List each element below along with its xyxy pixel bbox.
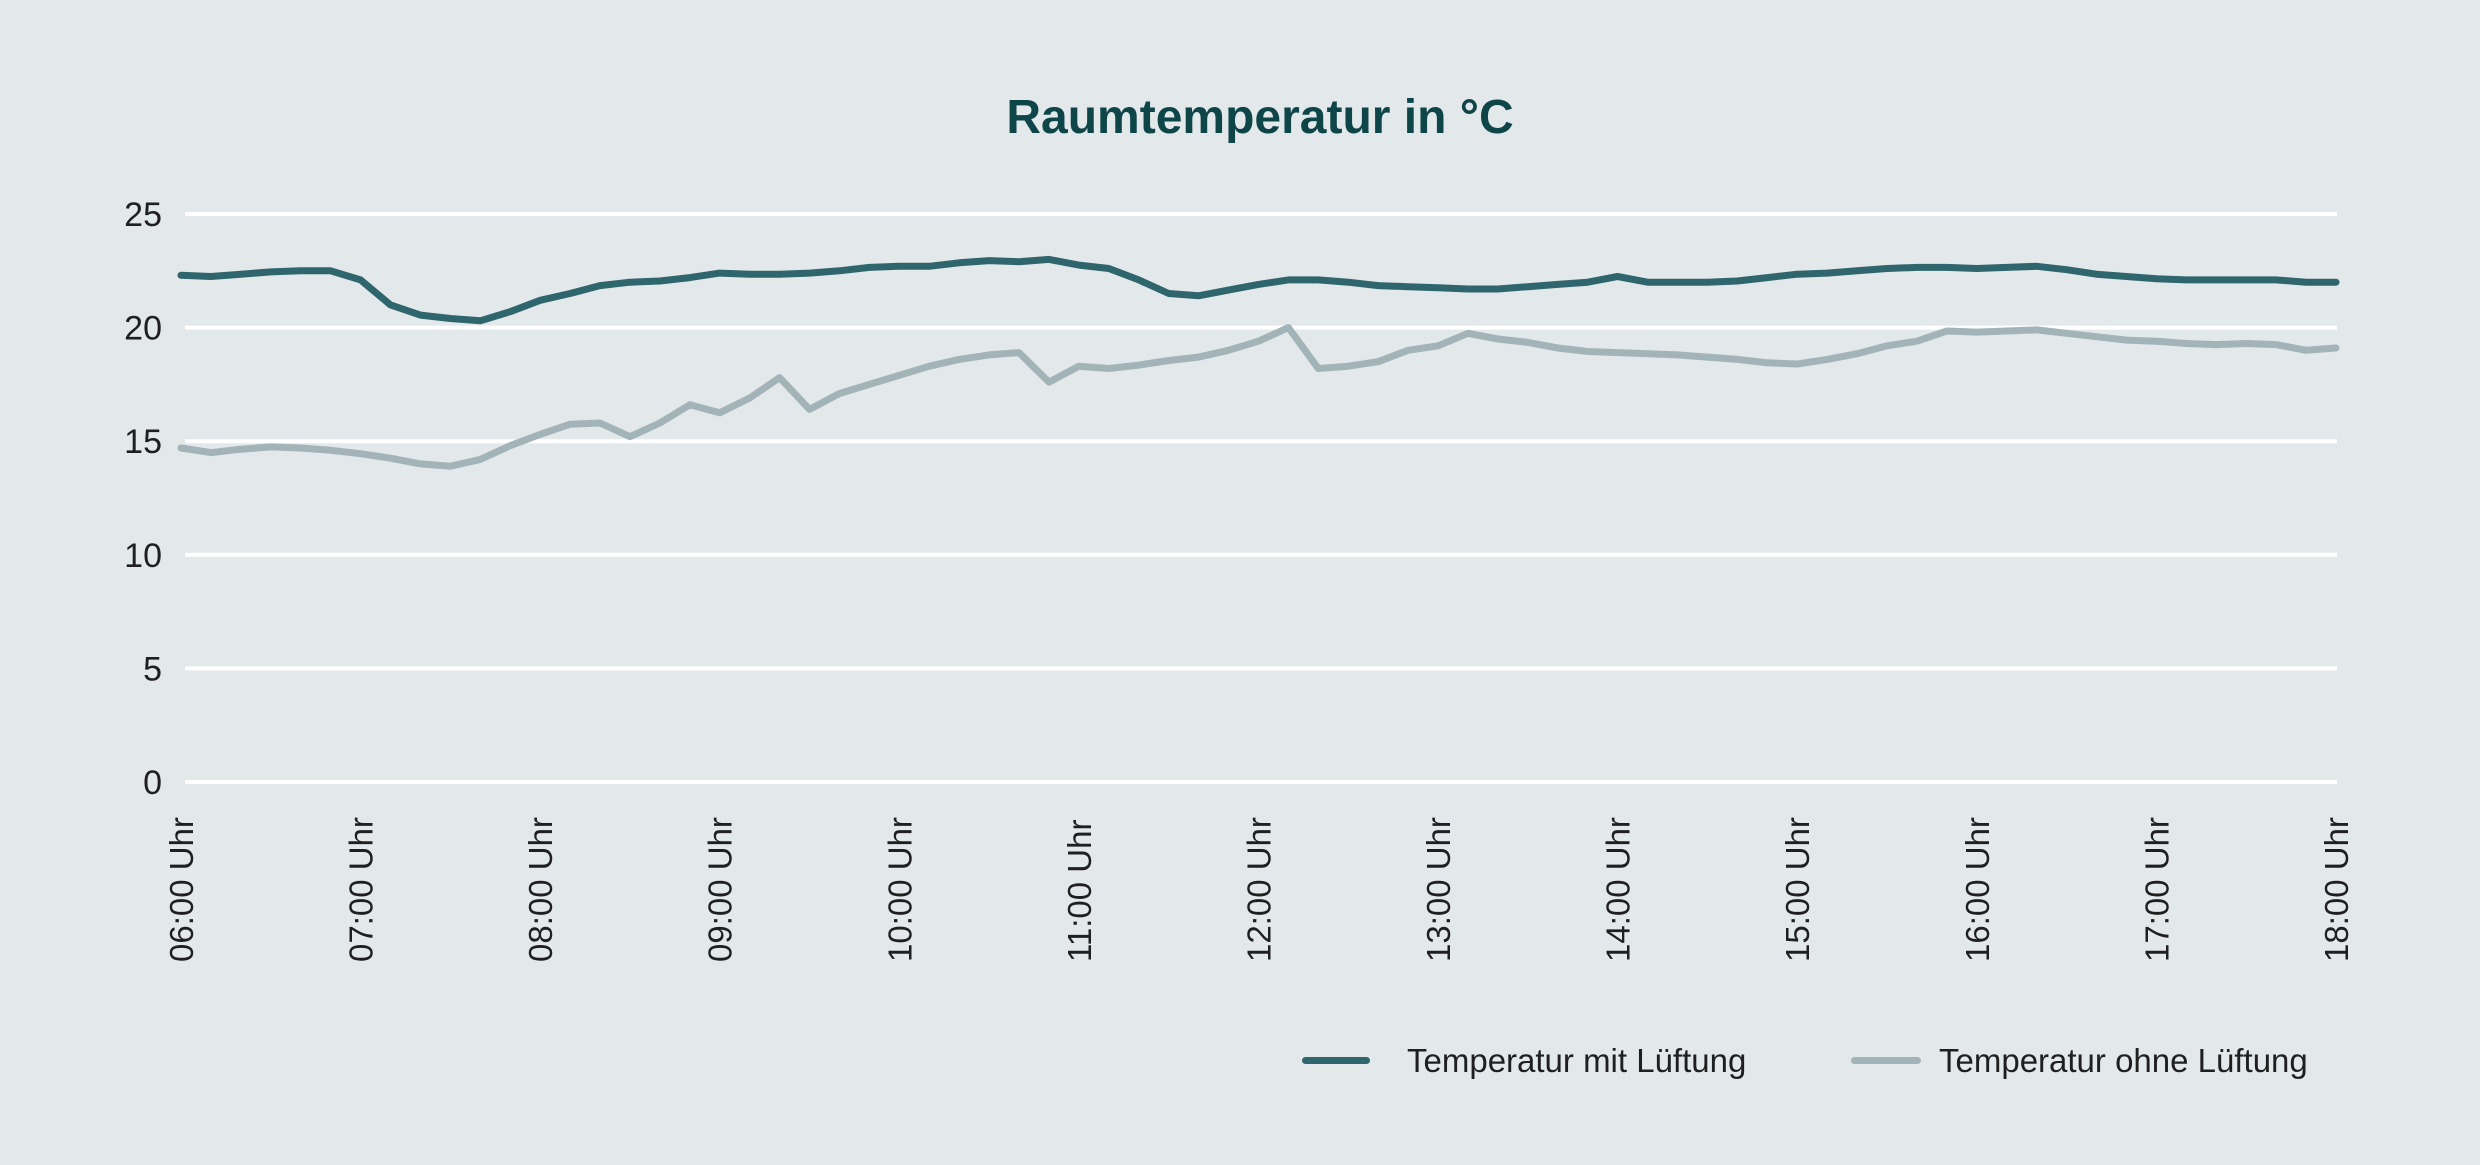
x-tick-label-1400: 14:00 Uhr [1600,817,1637,962]
x-axis-labels: 06:00 Uhr 07:00 Uhr 08:00 Uhr 09:00 Uhr 10:0… [163,817,2355,962]
y-tick-label-25: 25 [124,196,162,234]
legend-item-ohne-lueftung: Temperatur ohne Lüftung [1851,1042,2308,1079]
y-tick-label-20: 20 [124,310,162,348]
chart-title: Raumtemperatur in °C [1006,91,1513,144]
x-tick-label-0900: 09:00 Uhr [702,817,739,962]
legend-swatch-ohne-lueftung [1851,1057,1921,1064]
y-tick-label-5: 5 [143,650,162,688]
legend-label-ohne-lueftung: Temperatur ohne Lüftung [1939,1042,2308,1079]
y-axis-labels: 0 5 10 15 20 25 [124,196,162,802]
series-lines [177,255,2340,470]
x-tick-label-1600: 16:00 Uhr [1959,817,1996,962]
gridlines [185,212,2337,784]
legend: Temperatur mit Lüftung Temperatur ohne L… [1302,1042,2308,1079]
x-tick-label-1200: 12:00 Uhr [1240,817,1277,962]
x-tick-label-1100: 11:00 Uhr [1061,820,1098,962]
y-tick-label-15: 15 [124,423,162,461]
x-tick-label-0600: 06:00 Uhr [163,817,200,962]
x-tick-label-1500: 15:00 Uhr [1779,817,1816,962]
y-tick-label-10: 10 [124,537,162,575]
legend-item-mit-lueftung: Temperatur mit Lüftung [1302,1042,1746,1079]
series-line-ohne-lueftung [177,324,2340,470]
legend-label-mit-lueftung: Temperatur mit Lüftung [1407,1042,1746,1079]
x-tick-label-1000: 10:00 Uhr [881,817,918,962]
x-tick-label-1700: 17:00 Uhr [2138,817,2175,962]
x-tick-label-1800: 18:00 Uhr [2318,817,2355,962]
series-line-mit-lueftung [177,255,2340,325]
legend-swatch-mit-lueftung [1302,1057,1370,1064]
y-tick-label-0: 0 [143,764,162,802]
x-tick-label-0700: 07:00 Uhr [343,817,380,962]
x-tick-label-0800: 08:00 Uhr [522,817,559,962]
x-tick-label-1300: 13:00 Uhr [1420,817,1457,962]
